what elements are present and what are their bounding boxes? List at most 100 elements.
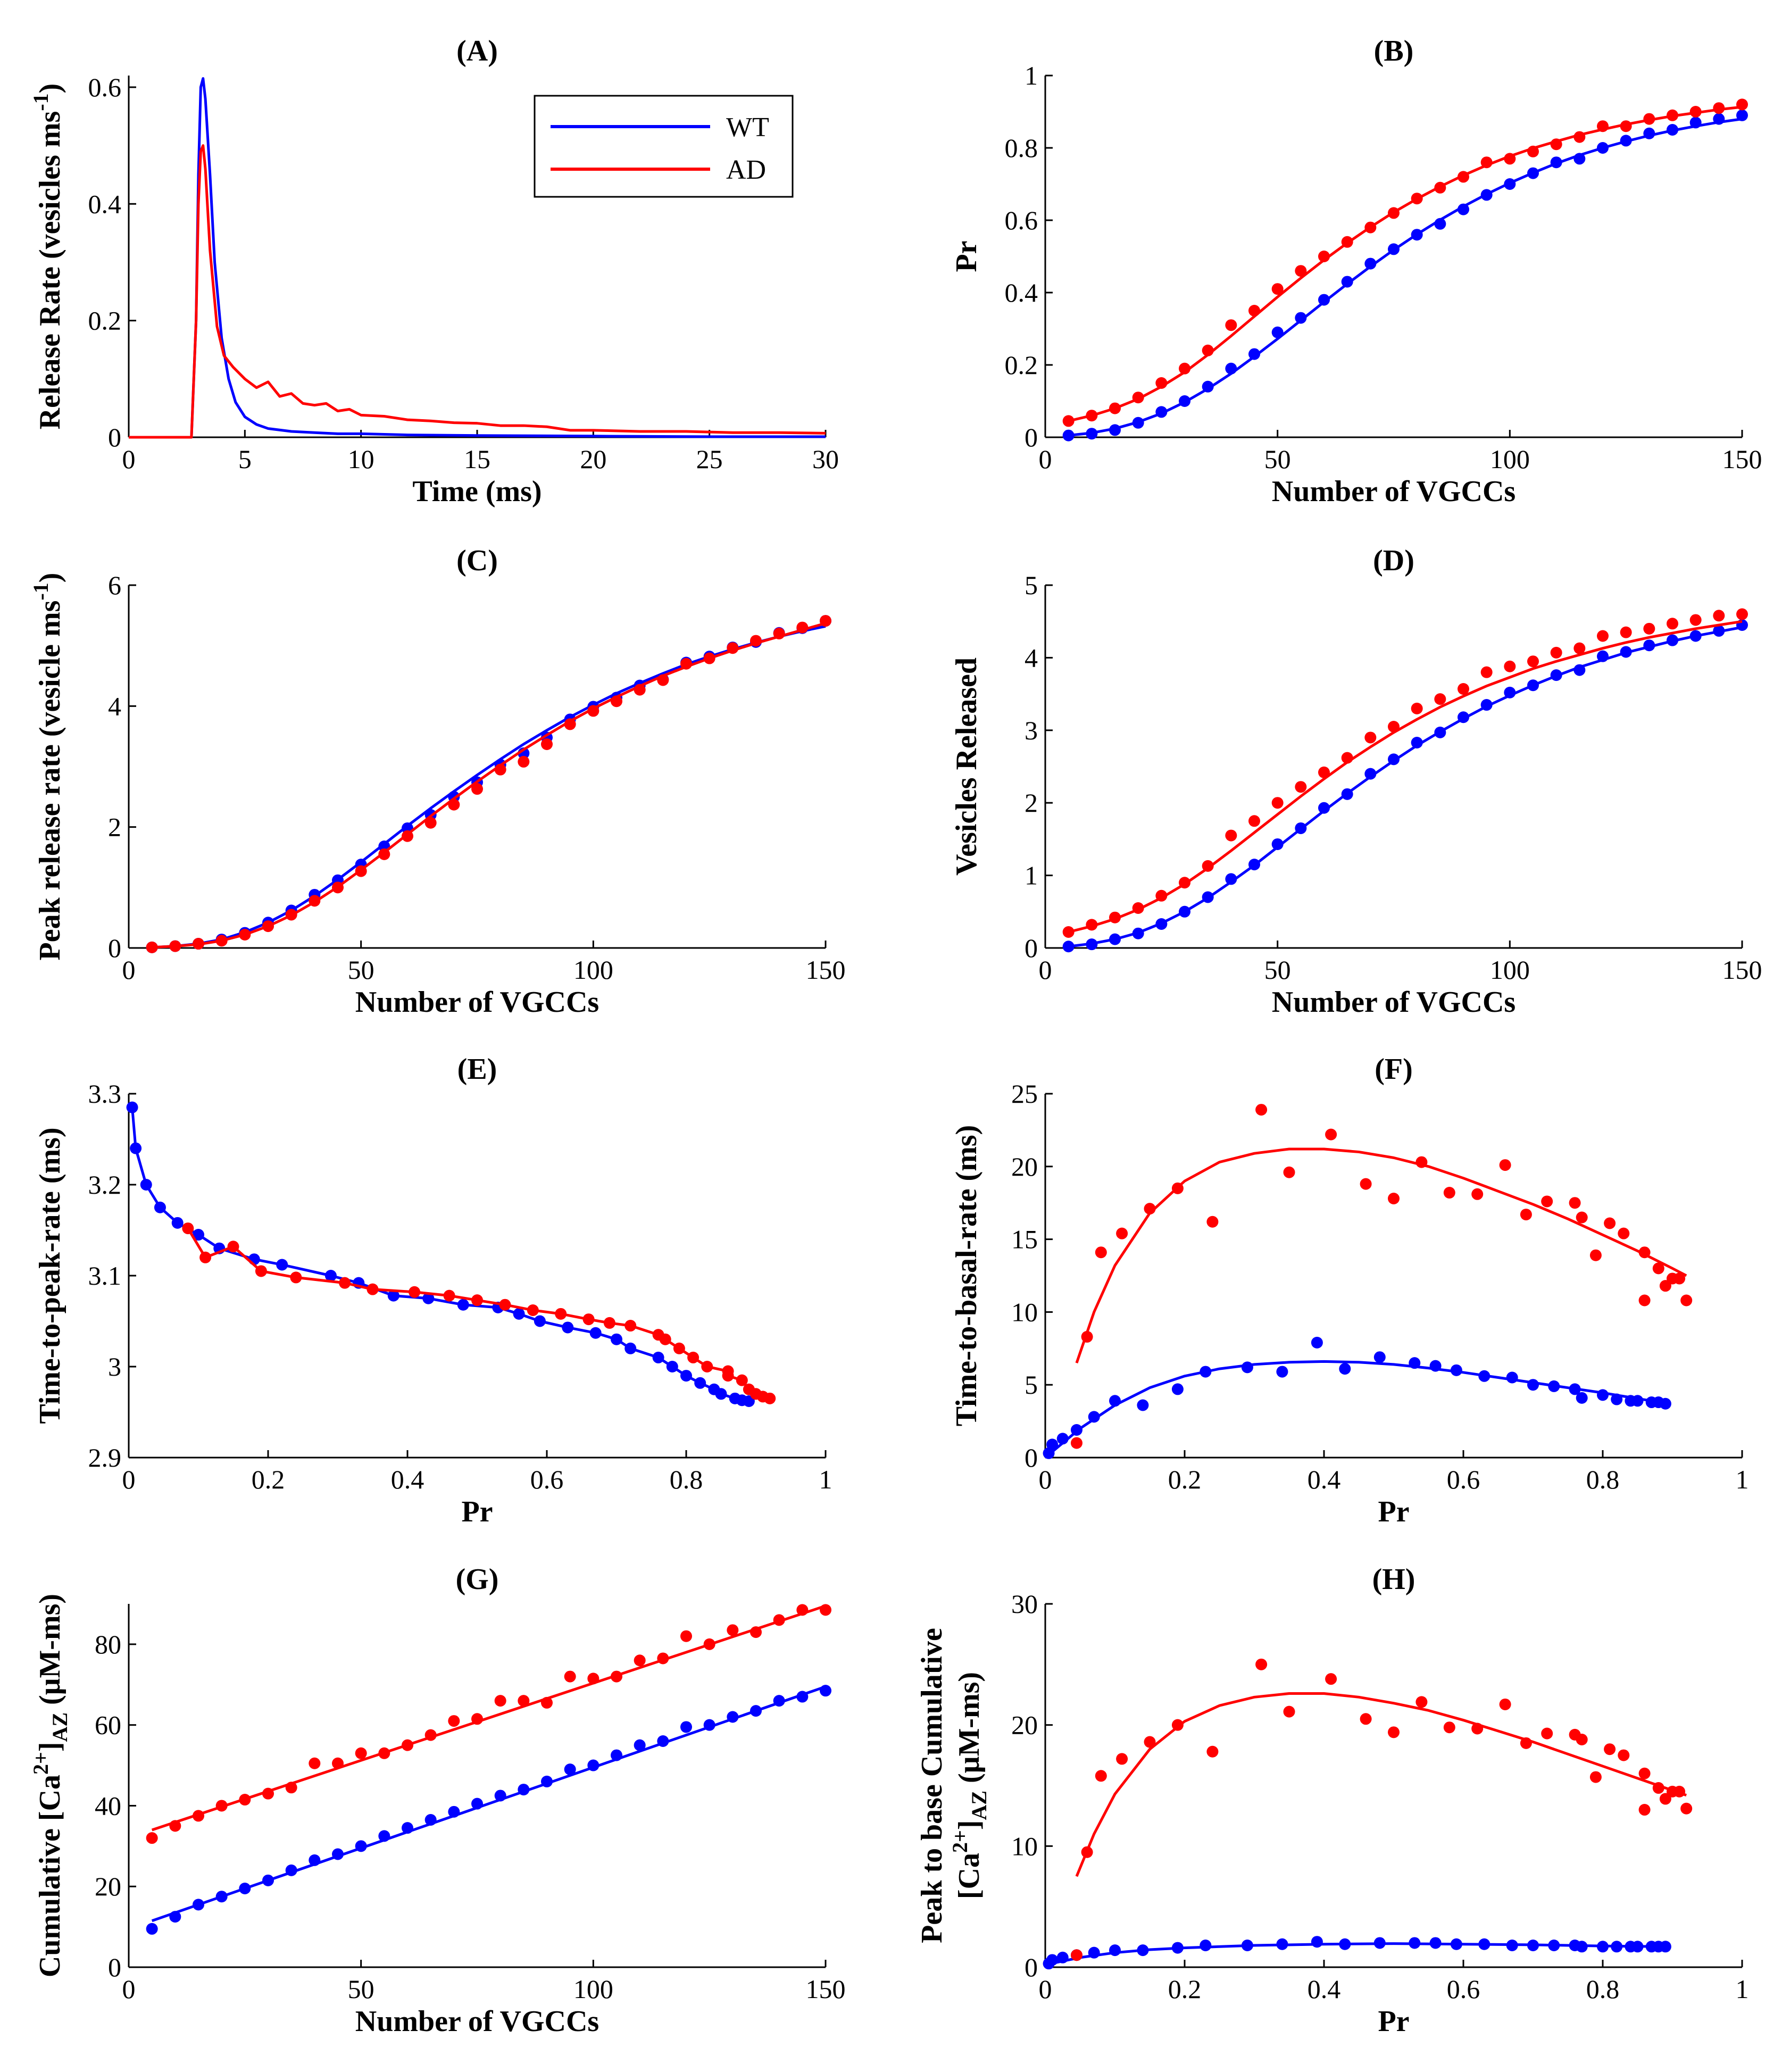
data-point-wt [1276, 1938, 1288, 1950]
fit-line-wt [1068, 626, 1743, 948]
data-point-wt [262, 1874, 274, 1886]
x-tick-label: 0.8 [1586, 1974, 1620, 2004]
ylabel-main: Time-to-peak-rate (ms) [34, 1127, 66, 1424]
data-point-ad [750, 1626, 762, 1638]
x-tick-label: 1 [1736, 1974, 1749, 2004]
data-point-wt [471, 1798, 483, 1810]
data-point-ad [541, 1696, 553, 1709]
data-point-ad [146, 1832, 158, 1844]
ylabel-tail: ) [34, 573, 66, 583]
data-point-ad [1248, 815, 1260, 827]
data-point-ad [1638, 1246, 1651, 1259]
ylabel-main: [Ca [953, 1853, 986, 1899]
data-point-wt [1132, 927, 1144, 939]
fit-line-ad [187, 1227, 770, 1400]
data-point-ad [773, 627, 785, 639]
data-point-ad [564, 718, 576, 730]
data-point-ad [1364, 731, 1377, 744]
data-point-wt [1311, 1336, 1323, 1349]
data-point-wt [1318, 294, 1330, 306]
data-point-ad [193, 938, 204, 950]
data-point-wt [1504, 178, 1516, 190]
ylabel-tail: (μM-ms) [953, 1672, 986, 1791]
data-point-wt [494, 1790, 506, 1802]
data-point-ad [1070, 1949, 1082, 1961]
y-axis-label: Cumulative [Ca2+]AZ (μM-ms) [29, 1594, 72, 1977]
plot-area [129, 77, 826, 439]
data-point-ad [1295, 781, 1307, 793]
x-tick-label: 0 [1039, 444, 1052, 474]
data-point-wt [1248, 859, 1260, 871]
data-point-ad [1736, 608, 1748, 620]
data-point-wt [1527, 1379, 1539, 1391]
data-point-wt [1155, 406, 1168, 418]
y-tick-label: 0.6 [1005, 205, 1038, 235]
plot-area [126, 1101, 776, 1407]
data-point-ad [448, 1715, 460, 1727]
data-point-ad [1415, 1156, 1428, 1168]
y-tick-label: 40 [95, 1791, 121, 1820]
y-tick-label: 0.6 [88, 72, 122, 102]
y-tick-label: 0 [108, 422, 121, 452]
data-point-ad [657, 1652, 669, 1665]
data-point-wt [1643, 127, 1655, 139]
x-tick-label: 0 [122, 1464, 136, 1494]
data-point-wt [634, 1739, 646, 1751]
series-line-wt [129, 77, 826, 439]
data-point-ad [703, 1638, 715, 1650]
x-tick-label: 50 [348, 1974, 374, 2004]
data-point-wt [1659, 1397, 1671, 1410]
data-point-ad [215, 1800, 228, 1812]
data-point-ad [1589, 1771, 1602, 1783]
data-point-ad [701, 1361, 713, 1372]
data-point-ad [1179, 362, 1190, 375]
data-point-ad [1652, 1782, 1664, 1794]
data-point-ad [1411, 702, 1423, 714]
data-point-wt [1429, 1360, 1442, 1372]
data-point-wt [309, 1854, 321, 1866]
data-point-ad [255, 1265, 267, 1277]
data-point-ad [1271, 283, 1284, 295]
y-tick-label: 10 [1011, 1831, 1038, 1861]
series-wt [129, 77, 826, 439]
fit-line-ad [1075, 1147, 1687, 1363]
data-point-ad [494, 1695, 506, 1707]
data-point-ad [1179, 877, 1190, 889]
y-tick-label: 4 [108, 691, 121, 721]
data-point-ad [182, 1222, 194, 1235]
x-tick-label: 15 [464, 444, 490, 474]
data-point-wt [1597, 1941, 1609, 1953]
y-tick-label: 0 [1025, 1952, 1038, 1982]
ylabel-sup: -1 [29, 583, 53, 600]
panel-a: 0 5 10 15 20 25 30 0 0.2 0.4 0.6 (A) Time (ms) Releas… [29, 35, 839, 508]
data-point-wt [1409, 1357, 1421, 1369]
ylabel-sup: 2+ [948, 1830, 972, 1853]
data-point-wt [1620, 135, 1632, 147]
x-tick-label: 100 [1490, 444, 1530, 474]
data-point-ad [1318, 251, 1330, 262]
data-point-ad [1360, 1178, 1372, 1190]
data-point-wt [1295, 312, 1307, 324]
y-tick-label: 3 [1025, 715, 1038, 745]
y-tick-label: 3.1 [88, 1261, 122, 1291]
y-axis-label: Release Rate (vesicles ms-1) [29, 84, 66, 430]
data-point-wt [1667, 634, 1678, 646]
x-tick-label: 150 [1722, 955, 1762, 985]
x-tick-label: 50 [1264, 444, 1291, 474]
data-point-ad [499, 1299, 511, 1311]
data-point-wt [1643, 639, 1655, 652]
data-point-wt [1620, 646, 1632, 658]
data-point-wt [1171, 1942, 1184, 1954]
data-point-ad [764, 1392, 776, 1404]
series-ad [182, 1222, 776, 1404]
data-point-ad [1095, 1246, 1107, 1259]
data-point-ad [1341, 752, 1353, 764]
ylabel-bracket: ] [953, 1820, 986, 1830]
panel-e: 0 0.2 0.4 0.6 0.8 1 2.9 3 3.1 3.2 3.3 (E) Pr Time-to-… [34, 1053, 832, 1528]
data-point-ad [1388, 1192, 1400, 1204]
data-point-wt [1373, 1937, 1386, 1949]
data-point-wt [1631, 1941, 1644, 1953]
x-axis-label: Pr [1378, 2005, 1409, 2038]
series-ad [1070, 1104, 1693, 1449]
data-point-ad [1434, 693, 1446, 705]
